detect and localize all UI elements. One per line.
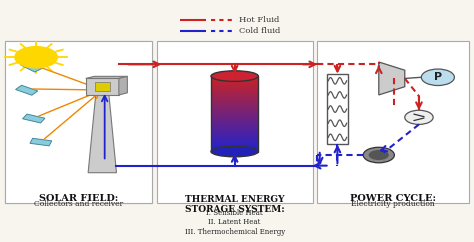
Bar bbox=[211, 145, 258, 147]
Bar bbox=[211, 88, 258, 90]
Bar bbox=[211, 94, 258, 96]
Bar bbox=[211, 119, 258, 121]
Bar bbox=[327, 74, 348, 144]
Ellipse shape bbox=[211, 71, 258, 81]
Bar bbox=[211, 82, 258, 84]
Polygon shape bbox=[21, 61, 42, 72]
Text: SOLAR FIELD:: SOLAR FIELD: bbox=[39, 194, 118, 203]
Bar bbox=[211, 100, 258, 102]
Bar bbox=[211, 118, 258, 120]
Bar bbox=[211, 95, 258, 97]
Polygon shape bbox=[88, 95, 117, 173]
Text: Electricity production: Electricity production bbox=[351, 200, 435, 208]
Bar bbox=[5, 41, 152, 203]
Bar bbox=[211, 140, 258, 143]
Bar bbox=[211, 76, 258, 151]
Bar bbox=[211, 148, 258, 150]
Bar bbox=[211, 150, 258, 151]
Bar bbox=[211, 85, 258, 87]
Polygon shape bbox=[379, 62, 405, 95]
Bar bbox=[211, 107, 258, 109]
Circle shape bbox=[363, 147, 394, 163]
Bar bbox=[211, 142, 258, 144]
Bar bbox=[211, 116, 258, 118]
Bar bbox=[211, 146, 258, 149]
Bar bbox=[211, 137, 258, 139]
Text: P: P bbox=[434, 72, 442, 82]
Bar bbox=[211, 124, 258, 126]
Bar bbox=[211, 115, 258, 117]
Bar bbox=[211, 109, 258, 111]
Polygon shape bbox=[16, 85, 38, 95]
Ellipse shape bbox=[211, 146, 258, 157]
Bar bbox=[211, 103, 258, 105]
Bar bbox=[211, 122, 258, 124]
Bar bbox=[211, 80, 258, 82]
Bar bbox=[211, 130, 258, 132]
Bar bbox=[211, 101, 258, 103]
Text: POWER CYCLE:: POWER CYCLE: bbox=[350, 194, 436, 203]
Bar bbox=[211, 97, 258, 99]
Bar bbox=[211, 144, 258, 145]
Text: THERMAL ENERGY
STORAGE SYSTEM:: THERMAL ENERGY STORAGE SYSTEM: bbox=[185, 195, 284, 214]
Bar bbox=[211, 125, 258, 127]
Bar bbox=[318, 41, 469, 203]
Bar bbox=[86, 78, 119, 95]
Bar bbox=[211, 133, 258, 135]
Circle shape bbox=[421, 69, 455, 85]
Polygon shape bbox=[119, 76, 128, 95]
Bar bbox=[211, 135, 258, 136]
Bar bbox=[211, 92, 258, 94]
Bar bbox=[211, 129, 258, 130]
Bar bbox=[211, 110, 258, 112]
Bar bbox=[5, 41, 152, 203]
Text: Collectors and receiver: Collectors and receiver bbox=[34, 200, 123, 208]
Text: Cold fluid: Cold fluid bbox=[239, 27, 281, 35]
Text: Hot Fluid: Hot Fluid bbox=[239, 15, 280, 23]
Bar bbox=[211, 91, 258, 93]
Bar bbox=[95, 82, 110, 91]
Bar bbox=[211, 131, 258, 133]
Bar bbox=[211, 76, 258, 78]
Circle shape bbox=[405, 110, 433, 124]
Bar bbox=[211, 79, 258, 81]
Bar bbox=[211, 112, 258, 114]
Bar bbox=[211, 77, 258, 79]
Polygon shape bbox=[23, 114, 45, 123]
Bar bbox=[211, 98, 258, 100]
Polygon shape bbox=[30, 138, 52, 146]
Bar bbox=[211, 113, 258, 115]
Bar bbox=[211, 127, 258, 129]
Bar bbox=[211, 136, 258, 138]
Bar bbox=[211, 121, 258, 123]
Circle shape bbox=[15, 47, 57, 68]
Circle shape bbox=[369, 150, 389, 160]
Bar bbox=[211, 86, 258, 88]
Text: I. Sensible Heat
II. Latent Heat
III. Thermochemical Energy: I. Sensible Heat II. Latent Heat III. Th… bbox=[184, 209, 285, 236]
Bar bbox=[211, 106, 258, 108]
Bar bbox=[156, 41, 313, 203]
Polygon shape bbox=[86, 76, 128, 78]
Bar bbox=[211, 104, 258, 106]
Bar bbox=[211, 139, 258, 141]
Bar bbox=[211, 89, 258, 91]
Bar bbox=[211, 83, 258, 85]
